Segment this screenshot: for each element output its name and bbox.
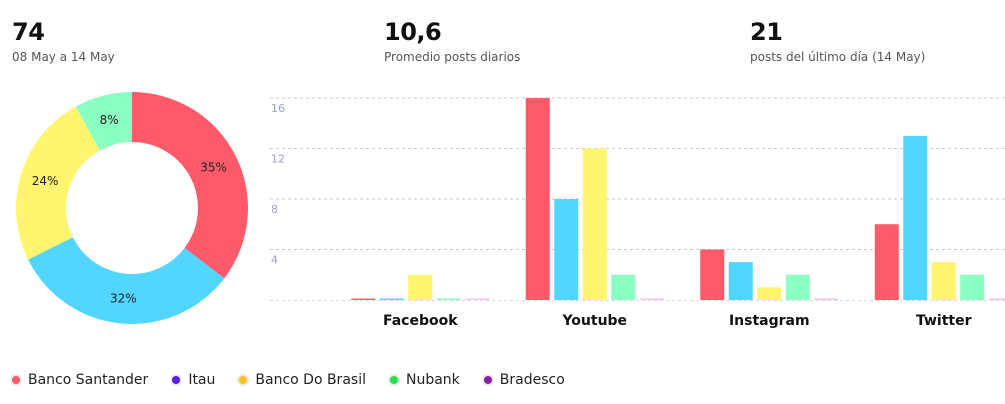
legend-dot	[389, 376, 398, 384]
bar-youtube-banco-santander[interactable]	[525, 98, 550, 300]
legend-label: Itau	[188, 372, 216, 388]
bar-facebook-banco-santander[interactable]	[351, 298, 376, 301]
bar-twitter-itau[interactable]	[903, 135, 928, 300]
bar-twitter-bradesco[interactable]	[988, 298, 1005, 301]
legend-label: Banco Santander	[28, 372, 149, 388]
y-tick-label: 4	[271, 254, 278, 267]
legend-label: Bradesco	[499, 372, 565, 388]
legend-item-banco-do-brasil[interactable]: Banco Do Brasil	[239, 372, 366, 388]
y-tick-label: 12	[271, 153, 285, 166]
legend-dot	[239, 376, 248, 384]
donut-slice-itau[interactable]	[28, 237, 225, 324]
bar-twitter-banco-do-brasil[interactable]	[931, 262, 956, 300]
legend-label: Nubank	[405, 372, 460, 388]
legend-item-nubank[interactable]: Nubank	[389, 372, 460, 388]
chart-legend: Banco Santander Itau Banco Do Brasil Nub…	[12, 372, 589, 388]
bar-chart: 4 8 12 16 Facebook Youtube Instagram Twitter	[270, 97, 1005, 329]
y-tick-label: 8	[271, 203, 278, 216]
donut-slice-label: 35%	[200, 161, 227, 175]
donut-slice-label: 32%	[110, 292, 137, 306]
stat-label: Promedio posts diarios	[384, 50, 521, 64]
stat-total-posts: 74 08 May a 14 May	[12, 18, 115, 64]
bar-twitter-banco-santander[interactable]	[874, 224, 899, 300]
donut-slice-banco-do-brasil[interactable]	[15, 106, 100, 260]
x-category-label: Youtube	[561, 313, 627, 329]
bar-instagram-banco-do-brasil[interactable]	[757, 287, 782, 300]
donut-slice-label: 8%	[100, 113, 119, 127]
stat-last-day-posts: 21 posts del último día (14 May)	[750, 18, 925, 64]
donut-chart: 35% 32% 24% 8%	[15, 92, 249, 324]
y-tick-label: 16	[271, 102, 285, 115]
legend-dot	[483, 376, 492, 384]
stat-label: posts del último día (14 May)	[750, 50, 926, 64]
x-category-label: Instagram	[729, 313, 810, 329]
stat-daily-average: 10,6 Promedio posts diarios	[384, 18, 520, 64]
legend-dot	[172, 376, 181, 384]
bar-instagram-nubank[interactable]	[785, 274, 810, 300]
bar-facebook-bradesco[interactable]	[465, 298, 490, 301]
bar-instagram-banco-santander[interactable]	[700, 249, 725, 301]
bar-facebook-itau[interactable]	[379, 298, 404, 301]
bar-facebook-nubank[interactable]	[436, 298, 461, 301]
donut-slice-label: 24%	[32, 174, 59, 188]
stat-label: 08 May a 14 May	[12, 50, 115, 64]
legend-item-bradesco[interactable]: Bradesco	[483, 372, 565, 388]
legend-item-banco-santander[interactable]: Banco Santander	[12, 372, 148, 388]
bar-youtube-nubank[interactable]	[611, 274, 636, 300]
x-category-label: Twitter	[916, 313, 972, 329]
stat-value: 74	[12, 18, 45, 46]
stat-value: 10,6	[384, 18, 442, 46]
donut-slice-banco-santander[interactable]	[132, 92, 249, 279]
legend-dot	[12, 376, 20, 384]
bar-twitter-nubank[interactable]	[960, 274, 985, 300]
bar-youtube-bradesco[interactable]	[639, 298, 664, 301]
legend-item-itau[interactable]: Itau	[172, 372, 215, 388]
donut-slice-nubank[interactable]	[75, 92, 132, 151]
bar-youtube-itau[interactable]	[554, 199, 579, 300]
x-category-label: Facebook	[383, 313, 458, 329]
bar-instagram-bradesco[interactable]	[814, 298, 839, 301]
stat-value: 21	[750, 18, 783, 46]
legend-label: Banco Do Brasil	[255, 372, 366, 388]
bar-youtube-banco-do-brasil[interactable]	[582, 148, 607, 301]
bar-instagram-itau[interactable]	[728, 262, 753, 300]
bar-facebook-banco-do-brasil[interactable]	[408, 274, 433, 300]
